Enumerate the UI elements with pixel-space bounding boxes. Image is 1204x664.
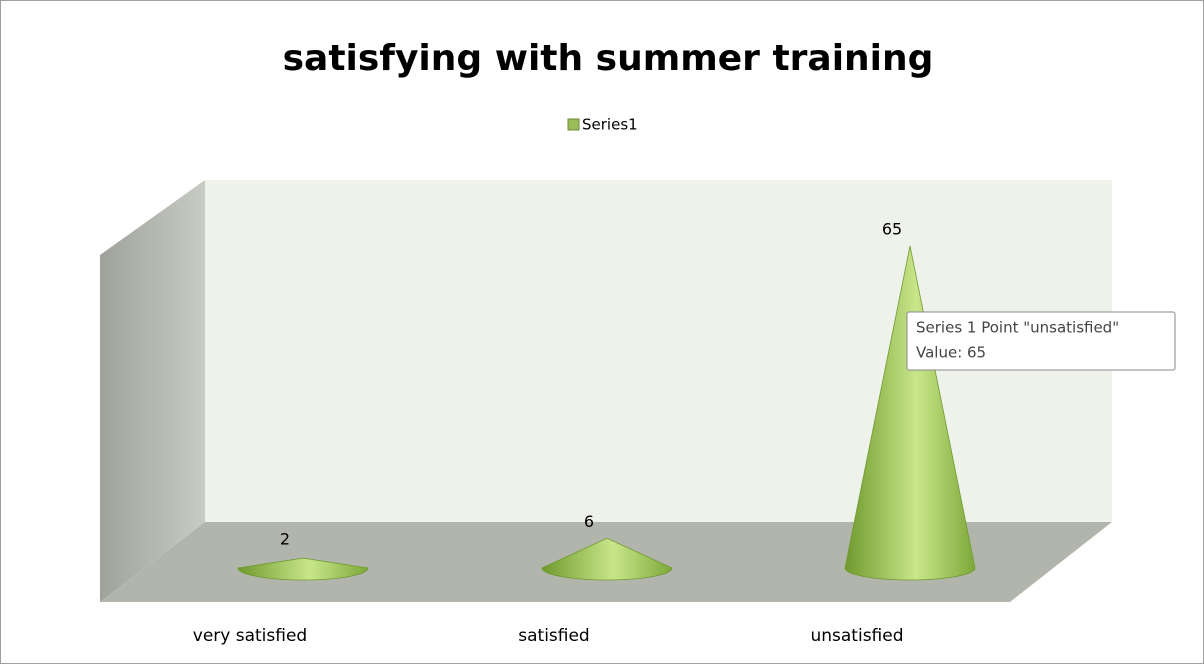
chart-title: satisfying with summer training — [283, 38, 934, 79]
cone — [844, 245, 976, 581]
data-label: 65 — [882, 220, 902, 239]
cone — [541, 537, 673, 581]
tooltip-title: Series 1 Point "unsatisfied" — [916, 319, 1119, 337]
x-tick-label: satisfied — [518, 626, 589, 646]
side-wall — [100, 180, 205, 602]
data-label: 2 — [280, 530, 290, 549]
x-tick-label: unsatisfied — [810, 626, 903, 646]
data-label: 6 — [584, 512, 594, 531]
tooltip-text: Value: 65 — [916, 344, 986, 362]
legend-swatch — [567, 118, 580, 131]
legend-label: Series1 — [582, 116, 638, 134]
x-tick-label: very satisfied — [193, 626, 307, 646]
cone — [237, 557, 369, 581]
tooltip — [906, 311, 1176, 371]
